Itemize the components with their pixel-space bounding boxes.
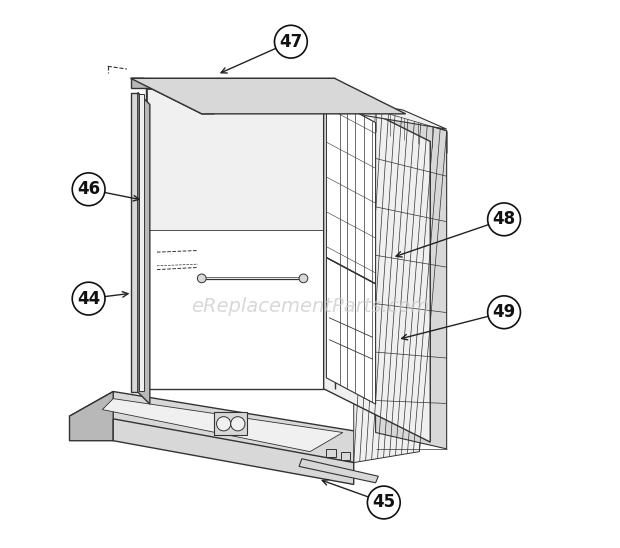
Circle shape xyxy=(368,486,400,519)
Circle shape xyxy=(488,203,520,236)
Polygon shape xyxy=(147,89,322,230)
FancyBboxPatch shape xyxy=(326,449,336,457)
Polygon shape xyxy=(326,96,446,129)
Polygon shape xyxy=(299,459,378,483)
Polygon shape xyxy=(69,391,397,463)
Polygon shape xyxy=(113,419,354,484)
Polygon shape xyxy=(376,110,446,449)
Circle shape xyxy=(197,274,206,283)
Circle shape xyxy=(72,173,105,206)
Polygon shape xyxy=(131,93,138,392)
Text: eReplacementParts.com: eReplacementParts.com xyxy=(191,298,429,316)
Circle shape xyxy=(299,274,308,283)
Text: 45: 45 xyxy=(372,494,396,511)
Circle shape xyxy=(231,416,245,431)
Text: 47: 47 xyxy=(279,33,303,51)
Polygon shape xyxy=(131,78,405,114)
Text: 49: 49 xyxy=(492,303,516,321)
Circle shape xyxy=(275,25,308,58)
Polygon shape xyxy=(131,78,215,114)
Text: 46: 46 xyxy=(77,180,100,198)
Polygon shape xyxy=(324,88,430,442)
Text: 44: 44 xyxy=(77,289,100,307)
Text: 48: 48 xyxy=(492,210,516,229)
Circle shape xyxy=(72,282,105,315)
Polygon shape xyxy=(326,258,376,404)
Polygon shape xyxy=(140,94,144,391)
Polygon shape xyxy=(102,398,343,452)
Polygon shape xyxy=(326,96,376,284)
Polygon shape xyxy=(354,110,446,463)
Circle shape xyxy=(216,416,231,431)
Polygon shape xyxy=(69,391,113,441)
Polygon shape xyxy=(138,93,150,404)
Polygon shape xyxy=(131,78,335,88)
Polygon shape xyxy=(146,88,324,389)
FancyBboxPatch shape xyxy=(340,452,350,460)
Circle shape xyxy=(488,296,520,329)
Polygon shape xyxy=(215,412,247,435)
